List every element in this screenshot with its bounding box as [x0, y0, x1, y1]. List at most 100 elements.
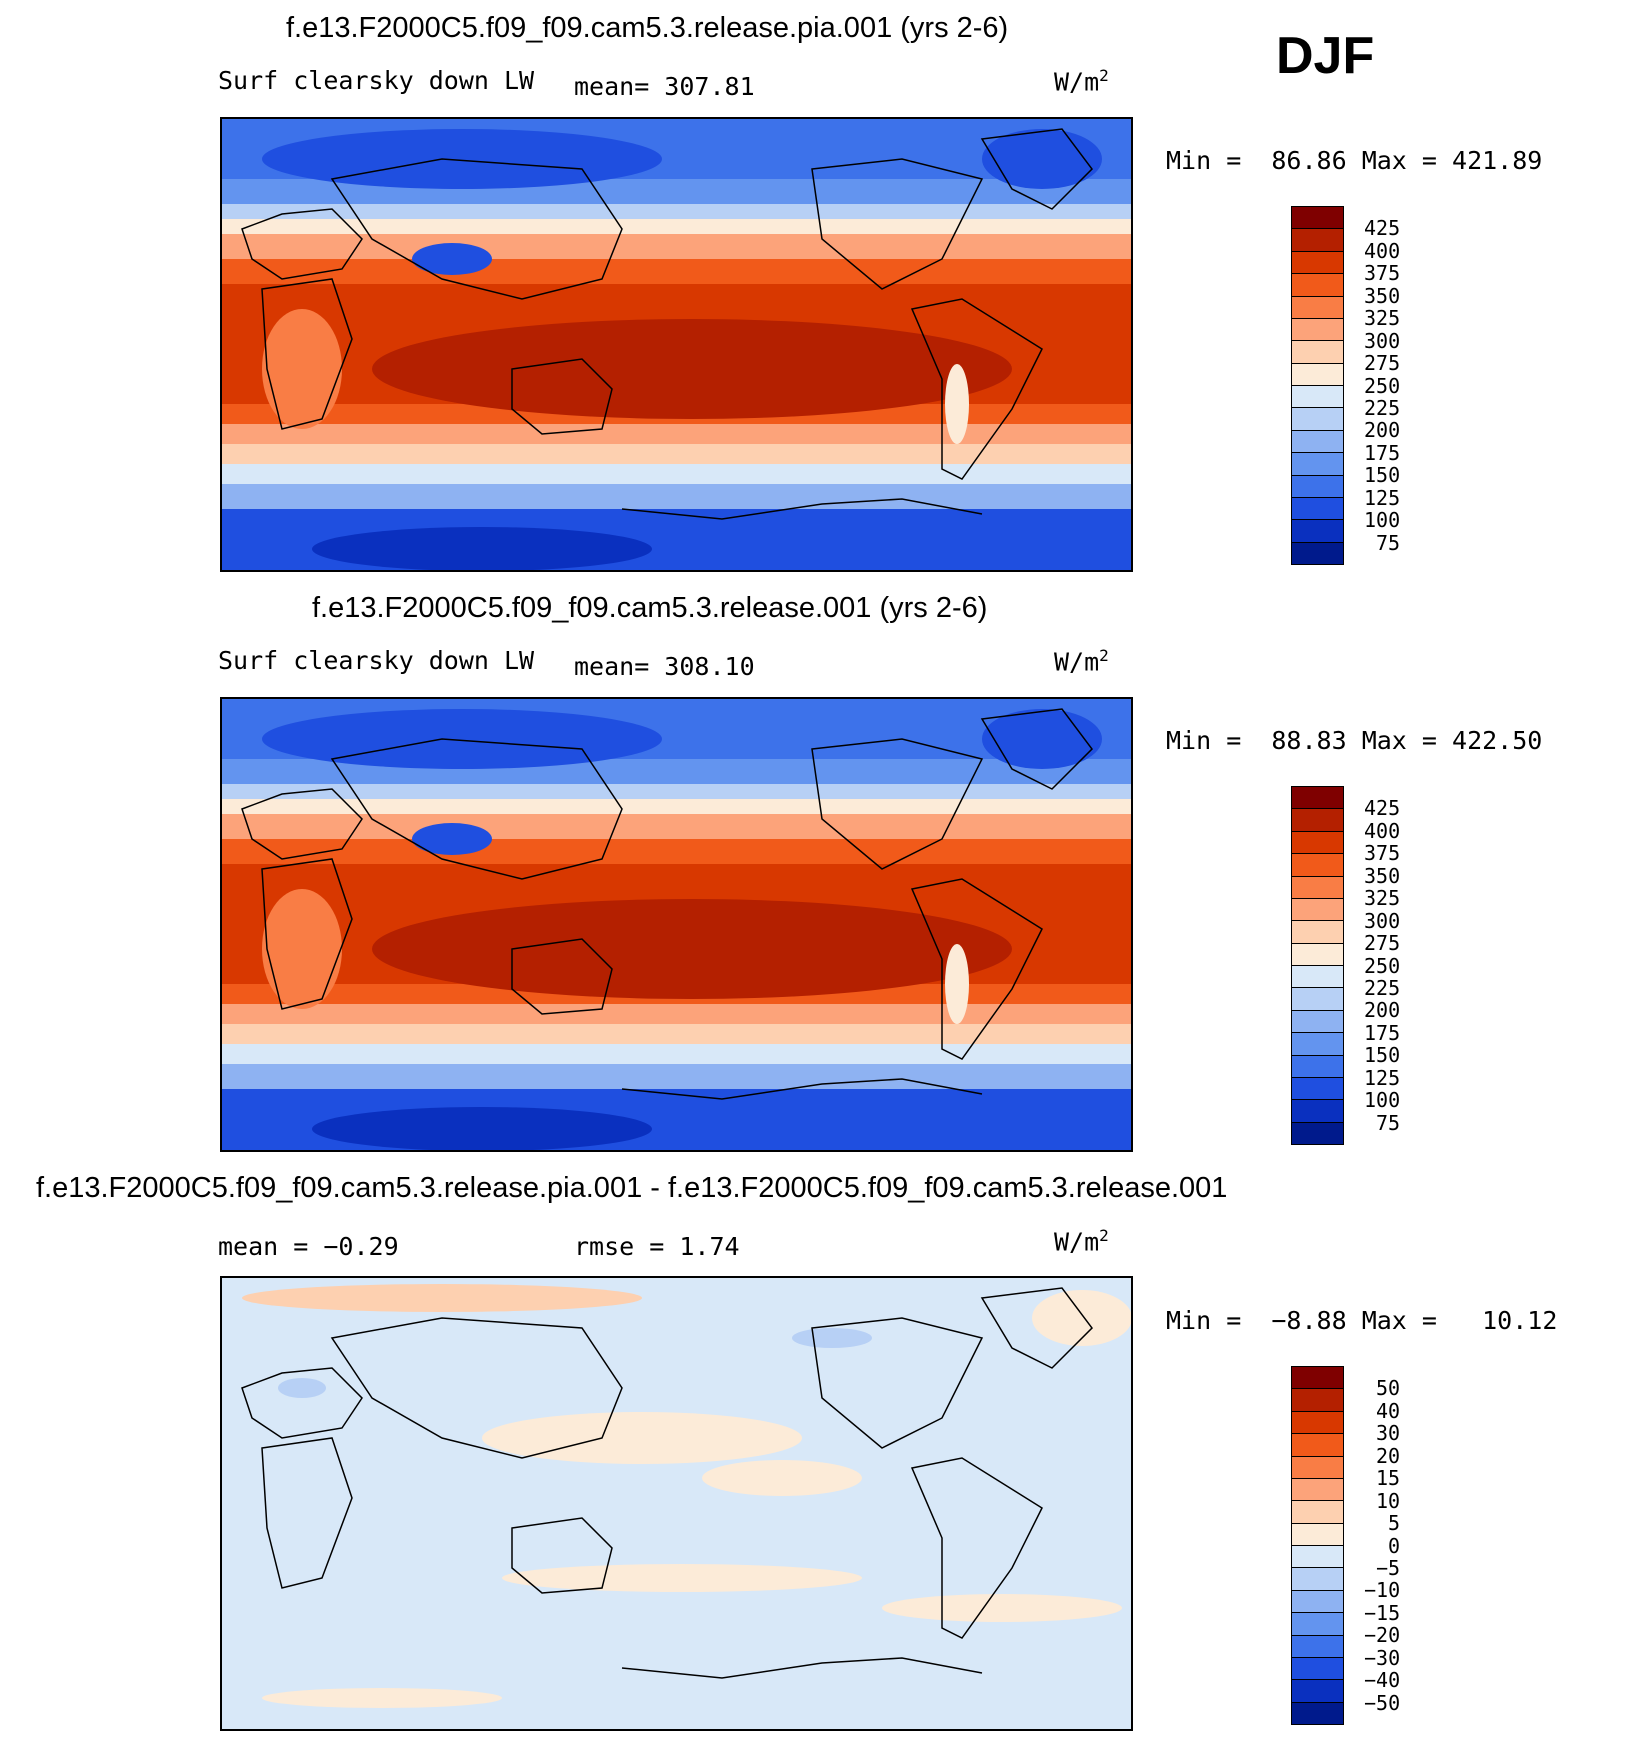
panel1-variable-label: Surf clearsky down LW: [218, 66, 535, 95]
panel3-rmse-label: rmse = 1.74: [574, 1232, 740, 1261]
panel2-variable-label: Surf clearsky down LW: [218, 646, 535, 675]
colorbar-swatch: [1292, 318, 1343, 342]
colorbar-tick-label: 400: [1364, 238, 1401, 263]
colorbar-swatch: [1292, 1546, 1343, 1569]
colorbar-tick-label: 20: [1376, 1443, 1401, 1468]
colorbar-swatch: [1292, 1010, 1343, 1034]
colorbar-swatch: [1292, 876, 1343, 899]
panel2-units-label: W/m2: [1054, 646, 1109, 677]
colorbar-swatch: [1292, 831, 1343, 855]
colorbar-tick-label: 200: [1364, 418, 1401, 443]
colorbar-tick-label: −50: [1364, 1690, 1401, 1715]
colorbar-tick-label: 250: [1364, 373, 1401, 398]
colorbar-tick-label: −5: [1376, 1555, 1401, 1580]
colorbar-swatch: [1292, 1590, 1343, 1614]
panel2-colorbar: [1291, 786, 1344, 1145]
colorbar-swatch: [1292, 497, 1343, 521]
colorbar-swatch: [1292, 408, 1343, 431]
colorbar-tick-label: 100: [1364, 508, 1401, 533]
colorbar-swatch: [1292, 251, 1343, 275]
colorbar-tick-label: 400: [1364, 818, 1401, 843]
colorbar-swatch: [1292, 1434, 1343, 1457]
colorbar-tick-label: 300: [1364, 328, 1401, 353]
colorbar-swatch: [1292, 1478, 1343, 1502]
colorbar-tick-label: 425: [1364, 796, 1401, 821]
colorbar-swatch: [1292, 1635, 1343, 1658]
panel3-map: [220, 1276, 1133, 1731]
colorbar-swatch: [1292, 787, 1343, 810]
colorbar-swatch: [1292, 1501, 1343, 1524]
colorbar-tick-label: 225: [1364, 975, 1401, 1000]
colorbar-tick-label: 50: [1376, 1376, 1401, 1401]
panel3-title: f.e13.F2000C5.f09_f09.cam5.3.release.pia…: [36, 1172, 1228, 1204]
colorbar-tick-label: 275: [1364, 931, 1401, 956]
colorbar-swatch: [1292, 966, 1343, 989]
panel3-map-field: [222, 1278, 1131, 1729]
colorbar-tick-label: 75: [1376, 1110, 1401, 1135]
colorbar-swatch: [1292, 1613, 1343, 1636]
colorbar-swatch: [1292, 1411, 1343, 1435]
colorbar-tick-label: 15: [1376, 1466, 1401, 1491]
colorbar-tick-label: 5: [1388, 1511, 1401, 1536]
panel1-mean-label: mean= 307.81: [574, 72, 755, 101]
colorbar-tick-label: 10: [1376, 1488, 1401, 1513]
colorbar-tick-label: 375: [1364, 841, 1401, 866]
colorbar-swatch: [1292, 1456, 1343, 1479]
panel2-map-field: [222, 699, 1131, 1150]
colorbar-tick-label: −10: [1364, 1578, 1401, 1603]
colorbar-swatch: [1292, 341, 1343, 364]
colorbar-tick-label: 325: [1364, 306, 1401, 331]
colorbar-tick-label: 350: [1364, 283, 1401, 308]
colorbar-swatch: [1292, 1680, 1343, 1703]
colorbar-swatch: [1292, 1702, 1343, 1724]
colorbar-tick-label: 125: [1364, 1065, 1401, 1090]
colorbar-swatch: [1292, 475, 1343, 498]
colorbar-tick-label: 350: [1364, 863, 1401, 888]
colorbar-tick-label: 300: [1364, 908, 1401, 933]
season-label: DJF: [1276, 27, 1375, 85]
colorbar-swatch: [1292, 1100, 1343, 1123]
colorbar-swatch: [1292, 1657, 1343, 1681]
panel2-title: f.e13.F2000C5.f09_f09.cam5.3.release.001…: [312, 592, 988, 624]
colorbar-swatch: [1292, 296, 1343, 319]
colorbar-swatch: [1292, 921, 1343, 944]
colorbar-swatch: [1292, 386, 1343, 409]
colorbar-tick-label: −30: [1364, 1645, 1401, 1670]
panel1-units-label: W/m2: [1054, 66, 1109, 97]
panel2-minmax: Min = 88.83 Max = 422.50: [1166, 726, 1543, 755]
colorbar-tick-label: 175: [1364, 440, 1401, 465]
colorbar-swatch: [1292, 1122, 1343, 1144]
colorbar-tick-label: 100: [1364, 1088, 1401, 1113]
colorbar-tick-label: −15: [1364, 1600, 1401, 1625]
colorbar-swatch: [1292, 1367, 1343, 1390]
colorbar-tick-label: 150: [1364, 463, 1401, 488]
colorbar-swatch: [1292, 274, 1343, 297]
colorbar-tick-label: 325: [1364, 886, 1401, 911]
colorbar-swatch: [1292, 988, 1343, 1011]
colorbar-tick-label: 275: [1364, 351, 1401, 376]
colorbar-tick-label: 75: [1376, 530, 1401, 555]
colorbar-swatch: [1292, 363, 1343, 386]
panel1-map: [220, 117, 1133, 572]
colorbar-swatch: [1292, 1568, 1343, 1591]
colorbar-tick-label: 30: [1376, 1421, 1401, 1446]
colorbar-tick-label: 150: [1364, 1043, 1401, 1068]
panel3-colorbar: [1291, 1366, 1344, 1725]
colorbar-swatch: [1292, 1033, 1343, 1056]
panel3-units-label: W/m2: [1054, 1226, 1109, 1257]
colorbar-tick-label: 175: [1364, 1020, 1401, 1045]
colorbar-tick-label: 125: [1364, 485, 1401, 510]
colorbar-tick-label: 40: [1376, 1398, 1401, 1423]
colorbar-swatch: [1292, 898, 1343, 922]
panel1-map-field: [222, 119, 1131, 570]
colorbar-swatch: [1292, 229, 1343, 252]
colorbar-swatch: [1292, 1055, 1343, 1078]
panel1-colorbar: [1291, 206, 1344, 565]
panel2-map: [220, 697, 1133, 1152]
colorbar-swatch: [1292, 854, 1343, 877]
colorbar-tick-label: 0: [1388, 1533, 1401, 1558]
colorbar-swatch: [1292, 542, 1343, 564]
colorbar-tick-label: 250: [1364, 953, 1401, 978]
colorbar-swatch: [1292, 207, 1343, 230]
colorbar-swatch: [1292, 1523, 1343, 1546]
